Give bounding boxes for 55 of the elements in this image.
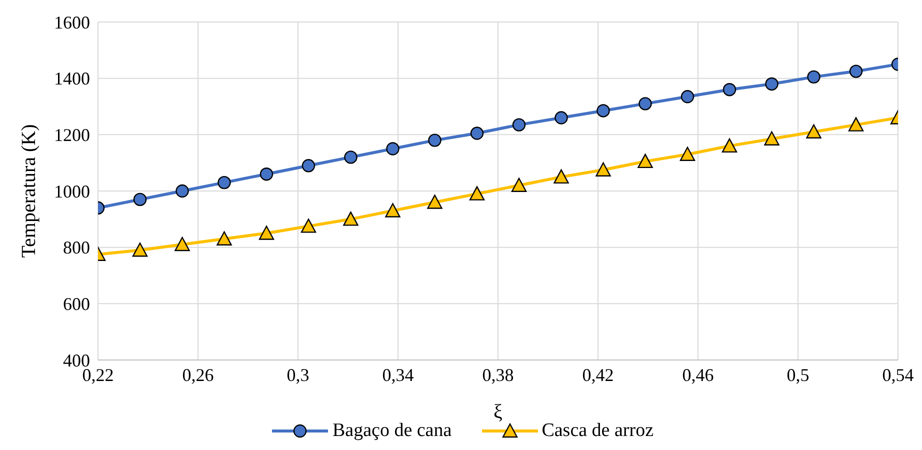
point [765, 77, 778, 91]
point [385, 203, 400, 218]
point [386, 142, 400, 156]
point [554, 111, 568, 124]
point [300, 218, 316, 233]
point [176, 184, 189, 198]
point [596, 162, 611, 176]
point [512, 118, 526, 132]
x-axis-title: ξ [494, 401, 503, 423]
point [680, 146, 696, 161]
point [511, 178, 527, 192]
y-tick-label: 1200 [54, 125, 90, 146]
point [133, 192, 147, 206]
y-tick-label: 800 [63, 238, 90, 258]
point [764, 131, 780, 146]
point [638, 97, 652, 110]
point [174, 236, 190, 252]
point [216, 231, 232, 246]
point [470, 126, 484, 140]
x-tick-label: 0,5 [786, 364, 810, 385]
point [806, 124, 822, 138]
point [849, 64, 863, 78]
point [428, 134, 442, 147]
point [302, 159, 316, 172]
point [343, 212, 358, 226]
y-tick-label: 1000 [54, 181, 90, 202]
point [344, 150, 358, 164]
point [807, 70, 820, 84]
y-tick-label: 400 [63, 350, 90, 370]
y-tick-label: 600 [63, 294, 90, 314]
point [132, 242, 148, 257]
point [218, 176, 231, 190]
point [680, 90, 694, 104]
point [722, 138, 738, 153]
point [848, 117, 864, 132]
point [554, 169, 569, 184]
point [722, 83, 736, 96]
x-tick-label: 0,42 [582, 364, 614, 385]
x-tick-label: 0,34 [382, 364, 414, 385]
x-tick-label: 0,46 [682, 364, 714, 385]
x-tick-label: 0,38 [482, 364, 514, 385]
x-tick-label: 0,3 [286, 364, 310, 385]
x-tick-label: 0,54 [882, 364, 914, 385]
legend-label: Bagaço de cana [332, 420, 452, 442]
point [638, 154, 653, 168]
point [469, 186, 485, 200]
y-tick-label: 1400 [54, 68, 90, 89]
y-tick-label: 1600 [54, 12, 90, 32]
point [596, 104, 610, 118]
point [258, 226, 274, 240]
x-tick-label: 0,26 [182, 364, 214, 385]
point [427, 194, 442, 209]
y-axis-title: Temperatura (K) [18, 124, 40, 258]
point [260, 168, 274, 181]
legend-label: Casca de arroz [542, 420, 654, 442]
